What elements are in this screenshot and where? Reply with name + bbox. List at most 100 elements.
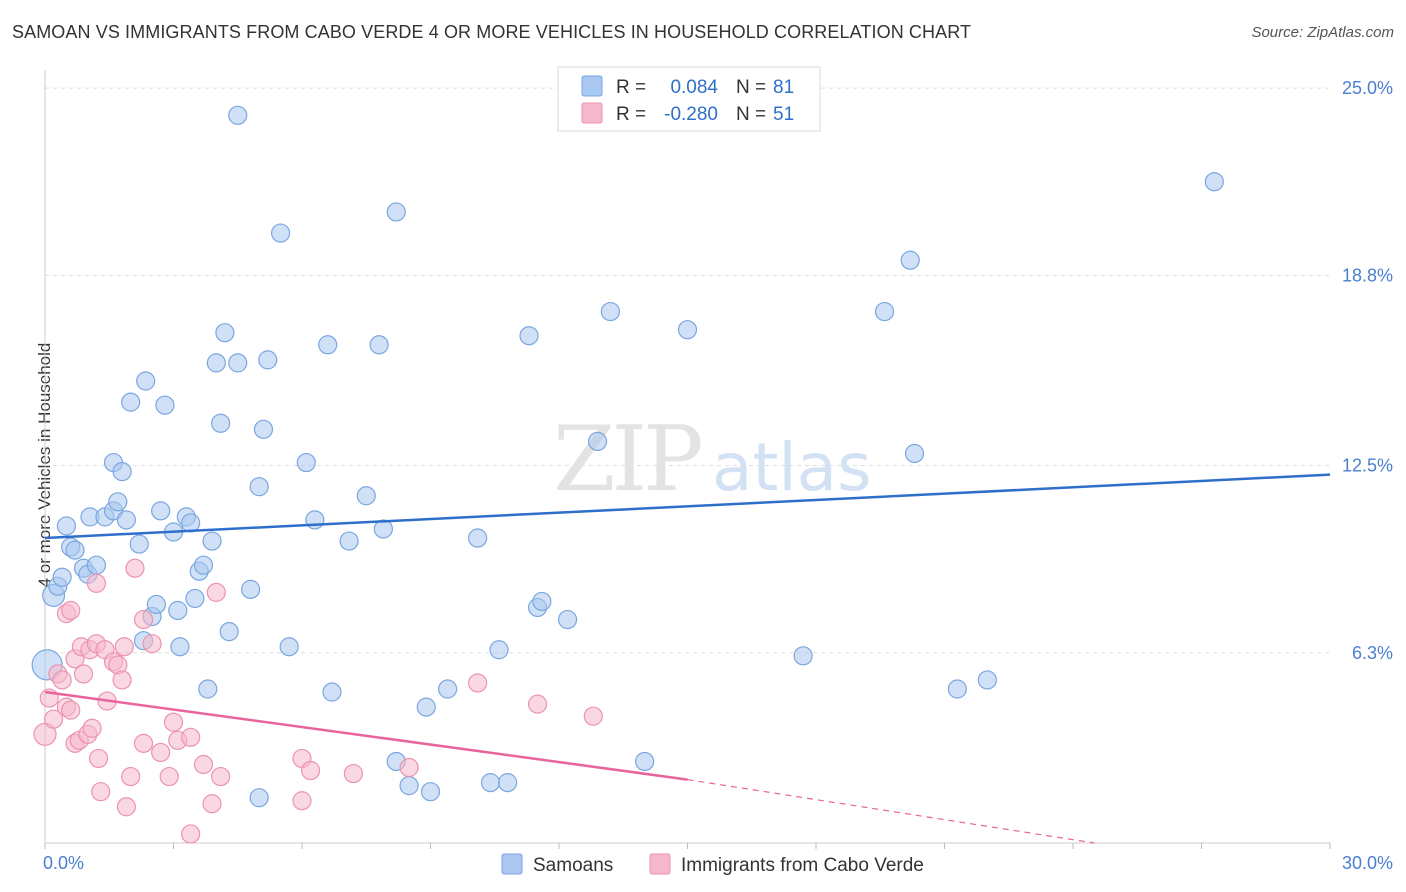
samoan-point [116, 510, 136, 530]
samoan-point [241, 579, 261, 599]
stats-legend-swatch-pink [581, 102, 603, 124]
samoan-point [947, 679, 967, 699]
samoan-point [270, 223, 291, 243]
cabo-verde-point [181, 727, 201, 747]
cabo-verde-point [151, 742, 171, 763]
samoan-point [977, 670, 997, 690]
samoan-point [519, 326, 539, 346]
cabo-verde-point [73, 664, 94, 684]
watermark-atlas: atlas [712, 429, 872, 506]
samoan-point [121, 392, 141, 412]
cabo-verde-point [82, 718, 102, 738]
cabo-verde-point [112, 670, 132, 690]
samoan-point [438, 679, 458, 699]
samoan-point [253, 419, 274, 439]
cabo-verde-point [116, 797, 136, 817]
chart-title: SAMOAN VS IMMIGRANTS FROM CABO VERDE 4 O… [12, 22, 972, 42]
samoan-point [228, 353, 248, 373]
samoan-point [904, 443, 925, 464]
stats-legend-swatch-blue [581, 75, 603, 97]
tick-labels: 6.3% 12.5% 18.8% 25.0% 0.0% 30.0% [43, 78, 1393, 873]
cabo-verde-point [527, 694, 548, 714]
trend-lines [44, 473, 1331, 844]
series-legend-swatch-cabo-verde [649, 853, 671, 875]
legend-r-label-1: R = [616, 77, 646, 98]
cabo-verde-point [121, 766, 141, 787]
legend-r-label-2: R = [616, 104, 646, 125]
cabo-verde-point [343, 763, 363, 784]
y-tick-label: 12.5% [1342, 456, 1393, 476]
x-tick-label: 30.0% [1342, 853, 1393, 873]
cabo-verde-point [86, 573, 107, 593]
samoan-point [151, 501, 171, 521]
samoan-point [468, 528, 488, 548]
x-tick-label: 0.0% [43, 853, 84, 873]
samoan-point [532, 591, 552, 612]
samoan-point [1204, 172, 1224, 192]
legend-n-value-1: 81 [773, 77, 794, 98]
samoan-point [52, 567, 72, 587]
series-legend-samoans: Samoans [533, 855, 613, 876]
cabo-verde-point [91, 782, 111, 802]
samoan-point [206, 353, 226, 373]
samoan-point [181, 513, 201, 533]
stats-legend: R = 0.084 N = 81 R = -0.280 N = 51 [557, 66, 821, 132]
cabo-verde-point [159, 766, 179, 787]
series-legend: Samoans Immigrants from Cabo Verde [501, 853, 924, 876]
samoan-point [168, 600, 188, 621]
samoan-point [146, 594, 166, 615]
samoan-point [399, 776, 419, 796]
series-legend-cabo-verde: Immigrants from Cabo Verde [681, 855, 924, 876]
samoan-point [420, 782, 441, 802]
samoan-point [874, 301, 895, 322]
cabo-verde-point [125, 558, 145, 578]
samoan-point [900, 250, 920, 270]
samoan-point [369, 335, 389, 355]
series-cabo-verde [33, 558, 603, 844]
samoan-point [258, 350, 278, 370]
y-tick-label: 25.0% [1342, 78, 1393, 98]
samoan-point [416, 697, 436, 717]
cabo-verde-point [300, 760, 321, 781]
samoan-point [185, 588, 205, 609]
samoan-point [249, 788, 269, 808]
source-label: Source: ZipAtlas.com [1251, 24, 1394, 41]
samoan-point [211, 413, 231, 433]
legend-r-value-1: 0.084 [670, 77, 718, 98]
cabo-verde-point [43, 709, 64, 729]
samoan-trend-line [44, 473, 1331, 540]
samoan-point [339, 531, 359, 551]
watermark-zip: ZIP [553, 407, 701, 512]
samoan-point [198, 679, 218, 699]
samoan-point [249, 477, 269, 497]
samoan-point [296, 452, 316, 473]
legend-r-value-2: -0.280 [664, 104, 718, 125]
cabo-verde-point [211, 766, 231, 787]
samoan-point [136, 371, 156, 391]
cabo-verde-point [193, 754, 214, 775]
samoan-point [170, 637, 190, 657]
cabo-verde-point [114, 637, 134, 657]
legend-n-label-1: N = [736, 77, 766, 98]
samoan-point [489, 640, 509, 660]
samoan-point [600, 301, 621, 322]
cabo-verde-point [163, 712, 184, 732]
samoan-point [112, 461, 132, 482]
cabo-verde-point [583, 706, 603, 726]
cabo-verde-point [61, 600, 81, 621]
samoan-point [557, 609, 578, 630]
cabo-verde-point [181, 824, 201, 844]
samoan-point [279, 637, 299, 657]
samoan-point [373, 519, 393, 539]
samoan-point [322, 682, 342, 702]
cabo-verde-point [202, 794, 222, 814]
series-samoans [31, 105, 1224, 808]
samoan-point [635, 751, 655, 772]
cabo-verde-point [133, 733, 154, 753]
samoan-point [65, 540, 85, 560]
watermark: ZIP atlas [553, 407, 872, 512]
legend-n-label-2: N = [736, 104, 766, 125]
axes [44, 70, 1331, 849]
cabo-verde-point [133, 609, 154, 630]
